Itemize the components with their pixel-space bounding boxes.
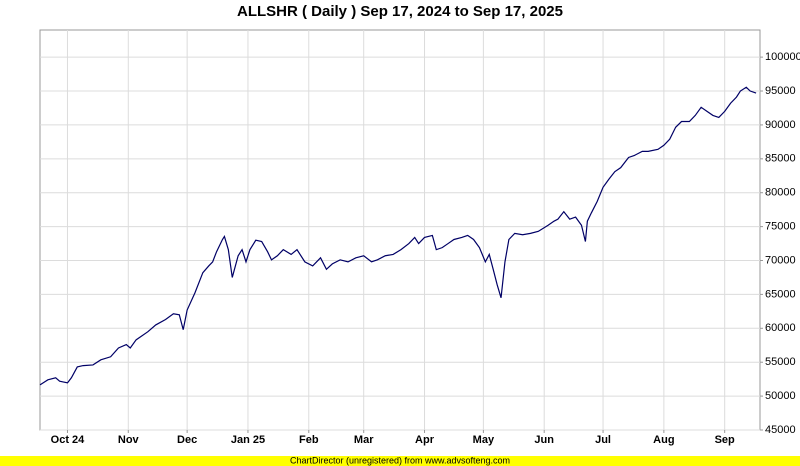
y-tick-label: 85000 [765,153,796,165]
x-tick-label: Jun [534,434,554,446]
x-tick-label: Aug [653,434,674,446]
y-tick-label: 45000 [765,424,796,436]
footer-bar [0,456,800,466]
x-tick-label: Feb [299,434,319,446]
y-tick-label: 80000 [765,187,796,199]
y-tick-label: 70000 [765,254,796,266]
y-tick-label: 75000 [765,221,796,233]
y-tick-label: 60000 [765,322,796,334]
y-tick-label: 65000 [765,288,796,300]
y-tick-label: 50000 [765,390,796,402]
x-tick-label: Sep [715,434,735,446]
y-tick-label: 100000 [765,51,800,63]
x-tick-label: Jan 25 [231,434,265,446]
x-tick-label: Mar [354,434,374,446]
x-tick-label: Apr [415,434,435,446]
x-tick-label: May [473,434,495,446]
footer: ChartDirector (unregistered) from www.ad… [290,455,510,465]
grid [40,30,760,431]
chart-title: ALLSHR ( Daily ) Sep 17, 2024 to Sep 17,… [237,3,563,20]
x-tick-label: Jul [595,434,611,446]
x-tick-label: Nov [118,434,140,446]
x-tick-label: Oct 24 [51,434,86,446]
x-tick-label: Dec [177,434,197,446]
y-tick-label: 55000 [765,356,796,368]
y-tick-label: 95000 [765,85,796,97]
y-tick-label: 90000 [765,119,796,131]
plot-area [39,29,761,431]
data-line [39,86,757,386]
